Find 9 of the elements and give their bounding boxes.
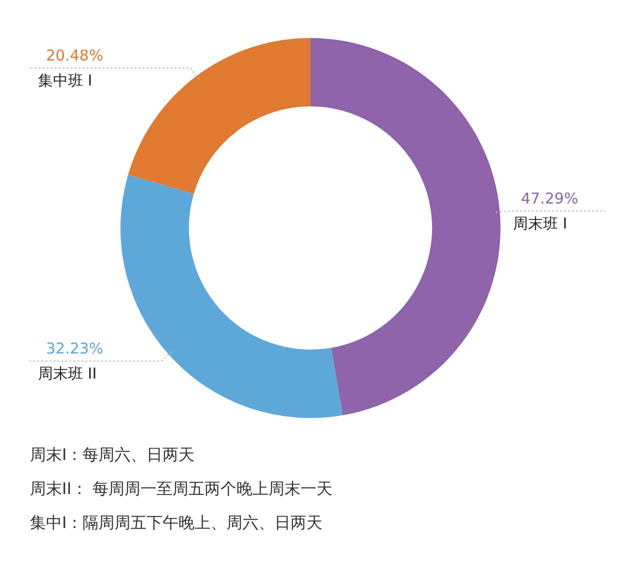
slice-label: 集中班 I [38, 71, 92, 90]
text: 集中I：隔周周五下午晚上、周六、日两天 [30, 512, 324, 534]
data-label: 47.29% [521, 189, 578, 208]
slice-label: 周末班 I [513, 214, 568, 232]
data-label: 32.23% [46, 340, 104, 358]
slice-label: 周末班 II [38, 364, 97, 383]
text: 周末II： 每周周一至周五两个晚上周末一天 [30, 478, 334, 500]
text: 周末I：每周六、日两天 [30, 444, 196, 466]
data-label: 20.48% [46, 46, 104, 64]
